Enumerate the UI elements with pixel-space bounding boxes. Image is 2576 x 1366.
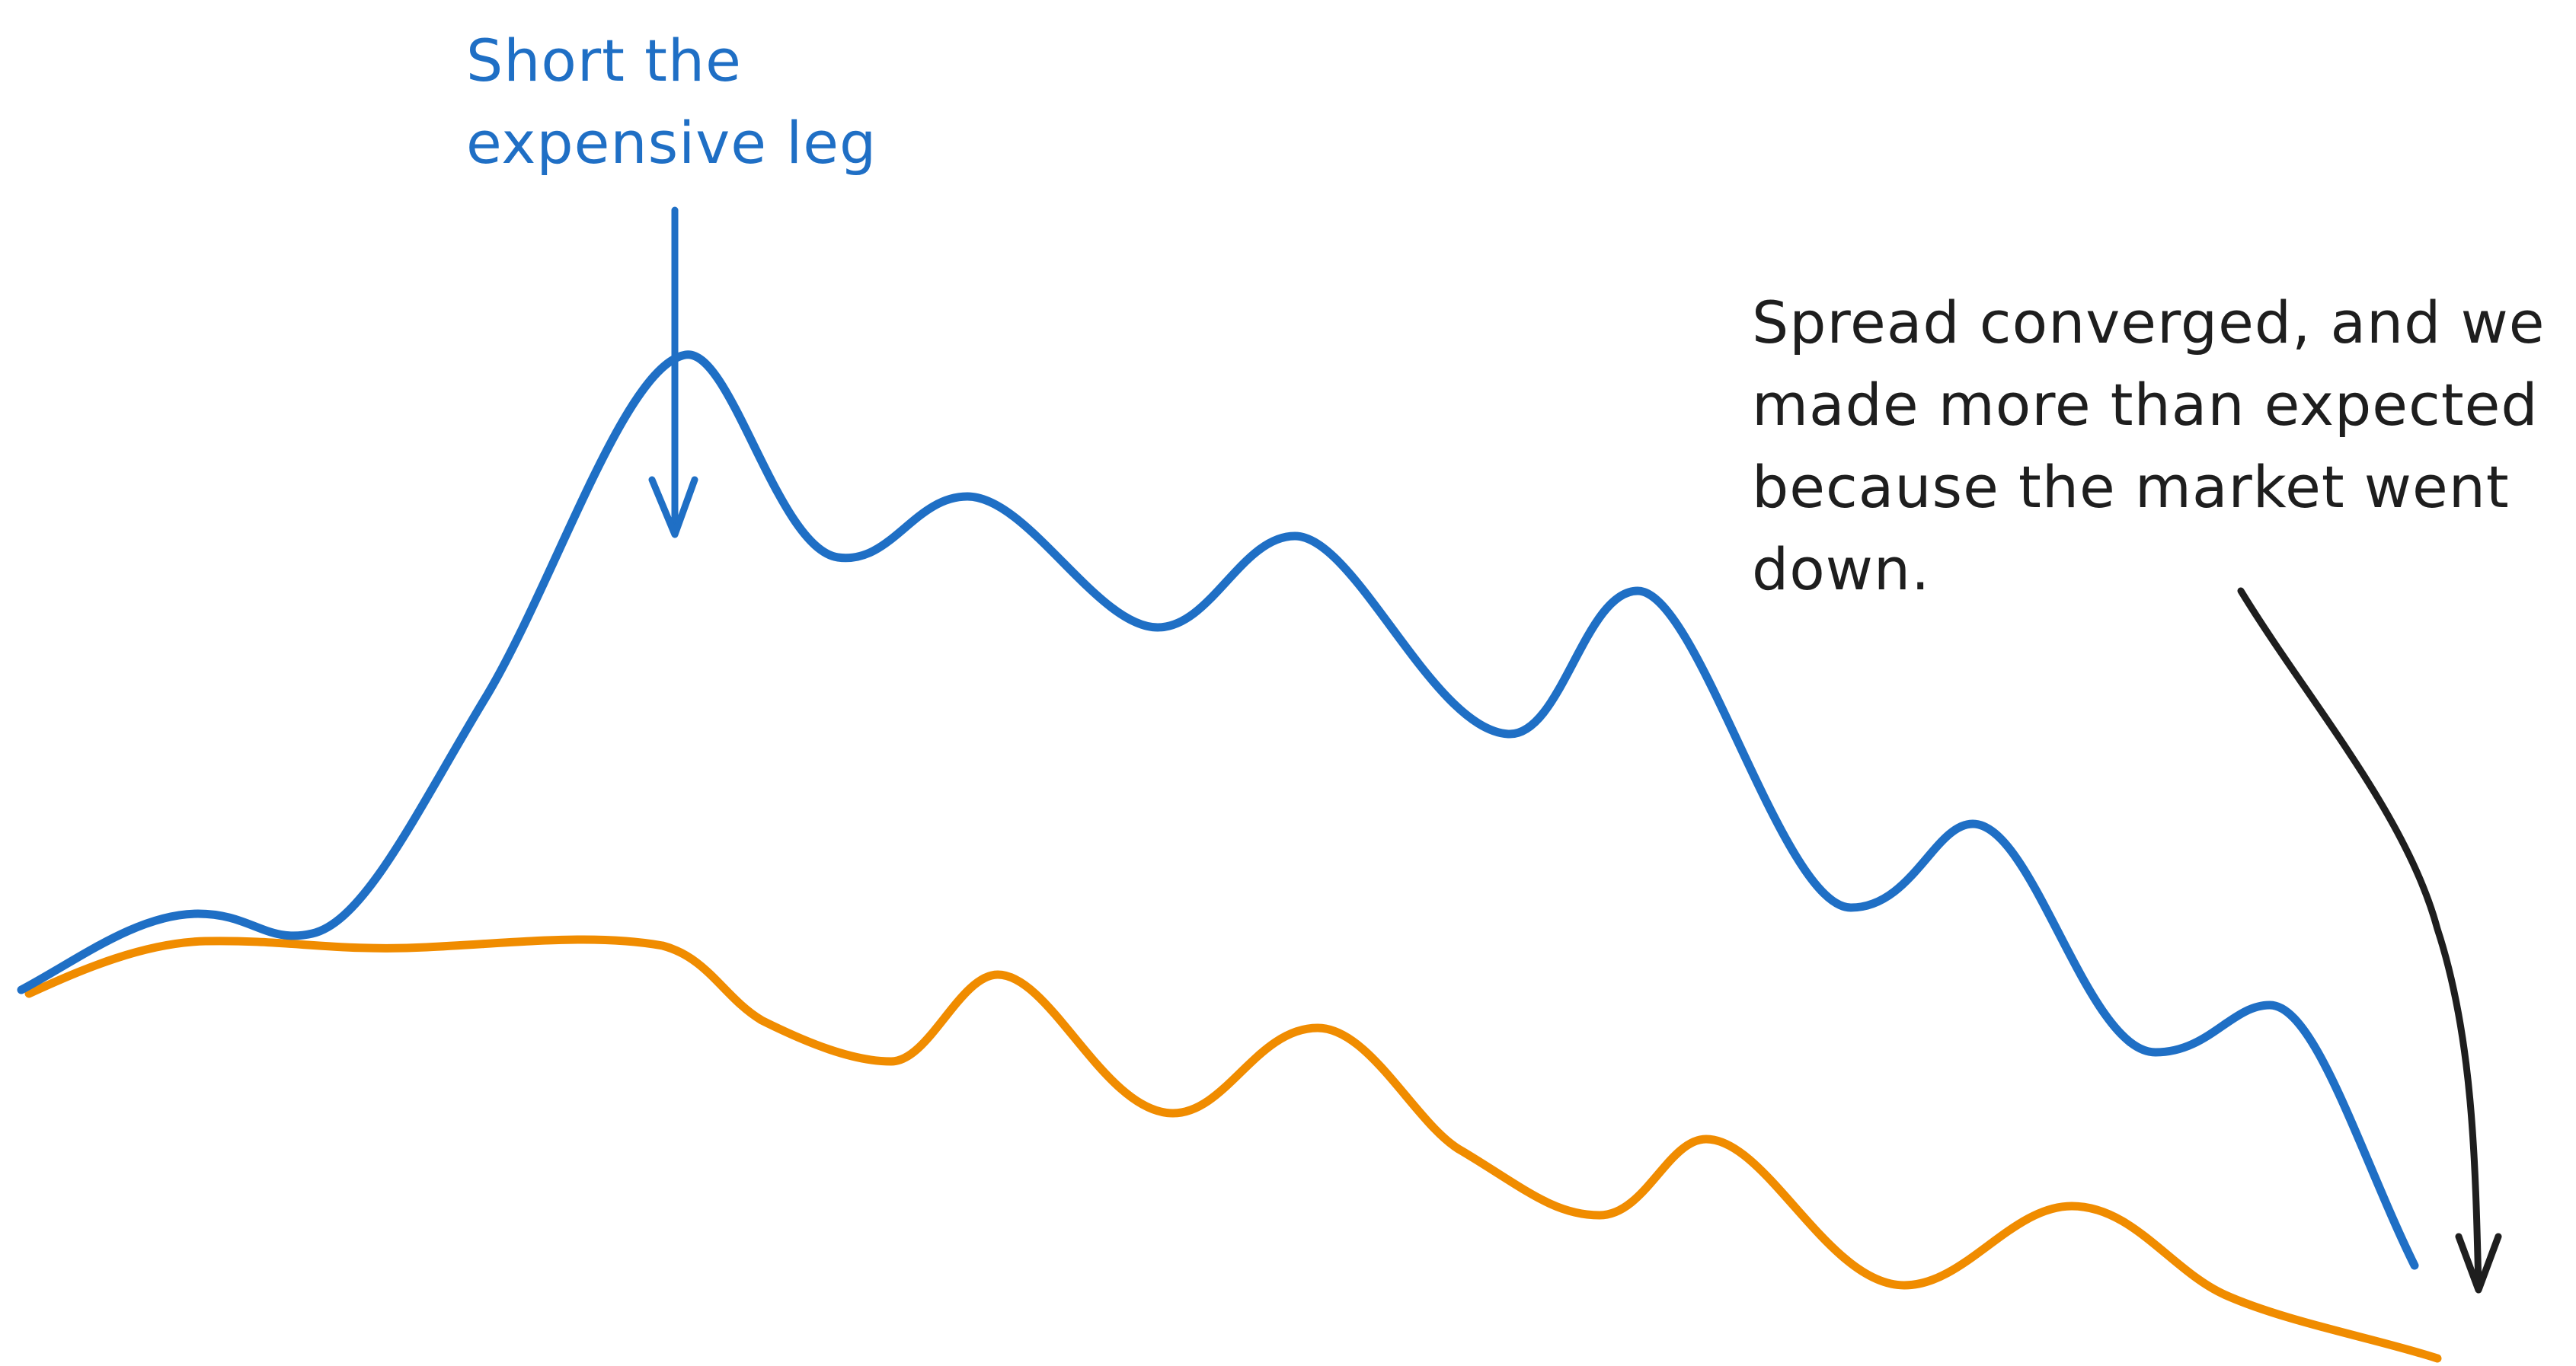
spread-arrow-head (2455, 1233, 2502, 1294)
spread-arrow-shaft (2237, 587, 2482, 1292)
spread-annotation-line: made more than expected (1752, 371, 2539, 439)
spread-annotation-line: down. (1752, 535, 1931, 603)
cheap-leg-line (24, 935, 2442, 1363)
spread-annotation-line: Spread converged, and we (1752, 289, 2546, 356)
expensive-leg-line (17, 350, 2419, 1270)
spread-annotation-line: because the market went (1752, 453, 2510, 521)
short-leg-annotation-line: Short the (466, 27, 742, 94)
short-leg-annotation-line: expensive leg (466, 109, 877, 177)
short-leg-arrow-head (648, 476, 698, 538)
short-leg-annotation: Short the expensive leg (466, 20, 877, 184)
spread-converged-annotation: Spread converged, and we made more than … (1752, 282, 2546, 611)
